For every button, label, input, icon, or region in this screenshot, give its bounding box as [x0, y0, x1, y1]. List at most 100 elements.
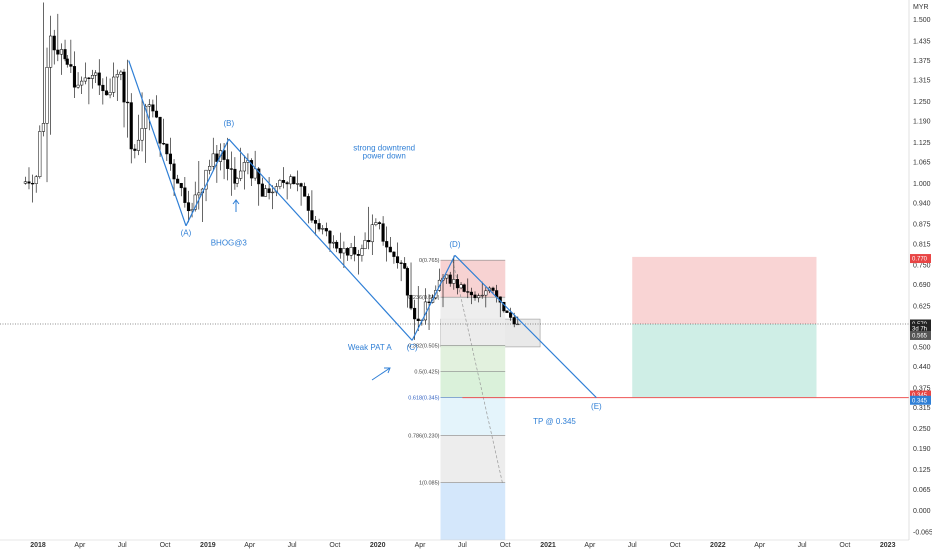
candle-body: [385, 241, 389, 248]
price-tick-label: 1.375: [913, 58, 931, 65]
candle-body: [108, 92, 112, 96]
candle-body: [34, 176, 38, 184]
wave-line: [454, 254, 597, 399]
arrow-icon: [371, 367, 391, 381]
fib-trend-line: [452, 260, 503, 483]
time-tick-label: Oct: [329, 542, 340, 549]
time-tick-label: Apr: [584, 542, 596, 549]
candle-body: [338, 248, 342, 254]
close-price-tag-text: 0.565: [912, 333, 928, 339]
price-tick-label: 0.750: [913, 263, 931, 270]
candle-body: [462, 284, 466, 292]
candle-body: [235, 178, 239, 184]
time-tick-label: Oct: [160, 542, 171, 549]
candle-body: [416, 318, 420, 321]
fib-level-label: 1(0.085): [419, 481, 440, 487]
price-tick-label: 0.125: [913, 467, 931, 474]
candle-body: [112, 76, 116, 93]
candle-body: [403, 263, 407, 269]
candle-body: [59, 49, 63, 55]
candle-body: [448, 274, 452, 284]
candle-body: [56, 49, 60, 55]
time-axis-bg: [0, 540, 932, 550]
annotations-layer: (A) (B) (C) (D) (E) BHOG@3 Weak PAT A strong do…: [181, 119, 602, 426]
price-tick-label: 1.250: [913, 99, 931, 106]
target-price-tag: [910, 390, 931, 400]
time-tick-label: Oct: [839, 542, 850, 549]
target-price-tag-alt-text: 0.345: [912, 398, 928, 404]
candle-body: [226, 159, 230, 169]
wave-line: [185, 138, 230, 227]
candle-body: [65, 58, 69, 65]
time-axis[interactable]: 2018 Apr Jul Oct 2019 Apr Jul Oct 2020 Apr Jul Oct 2…: [0, 539, 932, 550]
candle-body: [229, 168, 233, 170]
candle-body: [292, 176, 296, 185]
candle-body: [45, 67, 49, 124]
candle-body: [140, 128, 144, 141]
candle-body: [331, 241, 336, 244]
candle-body: [469, 291, 473, 296]
price-tick-label: 1.125: [913, 140, 931, 147]
candle-body: [505, 310, 509, 313]
candle-body: [136, 139, 141, 151]
time-tick-label: Oct: [670, 542, 681, 549]
candle-body: [97, 72, 101, 86]
candle-body: [69, 64, 73, 67]
fib-level-label: 0.5(0.425): [414, 369, 439, 375]
candle-body: [321, 228, 325, 230]
candle-body: [197, 192, 201, 196]
candle-body: [374, 222, 378, 225]
wave-label: (A): [181, 229, 192, 238]
candle-body: [126, 101, 130, 104]
candle-body: [303, 186, 307, 197]
time-tick-label: Jul: [458, 542, 467, 549]
candle-body: [38, 131, 42, 177]
fib-level-label: 0(0.765): [419, 258, 440, 264]
candle-body: [83, 77, 87, 82]
candle-body: [484, 290, 488, 296]
candle-body: [477, 295, 481, 299]
candle-body: [193, 194, 197, 210]
candle-body: [295, 183, 300, 185]
price-tick-label: 1.000: [913, 181, 931, 188]
chart-annotation: strong downtrend: [353, 144, 415, 153]
time-tick-label: 2023: [880, 542, 896, 549]
candle-body: [239, 170, 243, 179]
candle-body: [299, 183, 303, 187]
stop-price-tag: [910, 254, 931, 264]
candle-body: [392, 251, 396, 257]
price-tick-label: 0.940: [913, 200, 931, 207]
stop-price-tag-text: 0.770: [912, 257, 928, 263]
candle-body: [165, 143, 169, 155]
price-tick-label: 0.440: [913, 364, 931, 371]
time-tick-label: 2018: [30, 542, 46, 549]
candle-body: [172, 163, 176, 180]
candle-body: [409, 294, 413, 309]
candle-body: [480, 294, 484, 297]
wave-label: (D): [449, 240, 460, 249]
drawing-layer: 0(0.765) 0.236(0.652) 0.382(0.505) 0.5(0.42…: [0, 256, 909, 540]
fib-band: [440, 371, 506, 398]
price-tick-label: 1.500: [913, 17, 931, 24]
price-tick-label: 1.065: [913, 160, 931, 167]
candle-body: [405, 268, 409, 296]
candle-body: [356, 254, 360, 256]
candle-body: [367, 240, 371, 243]
candle-body: [306, 196, 310, 211]
candle-body: [459, 284, 463, 289]
candle-body: [27, 181, 31, 184]
candle-body: [349, 247, 353, 256]
candle-body: [427, 301, 431, 303]
candle-body: [52, 35, 56, 51]
time-tick-label: Apr: [74, 542, 86, 549]
candle-body: [281, 180, 286, 183]
candle-body: [183, 187, 187, 203]
price-axis[interactable]: MYR 1.500 1.435 1.375 1.315 1.250 1.190 1.125 1.…: [908, 0, 932, 550]
candle-body: [381, 223, 385, 242]
candle-body: [242, 162, 246, 172]
candle-body: [317, 223, 321, 230]
candle-body: [370, 224, 374, 243]
candle-body: [101, 84, 105, 92]
wave-label: (B): [223, 119, 234, 128]
